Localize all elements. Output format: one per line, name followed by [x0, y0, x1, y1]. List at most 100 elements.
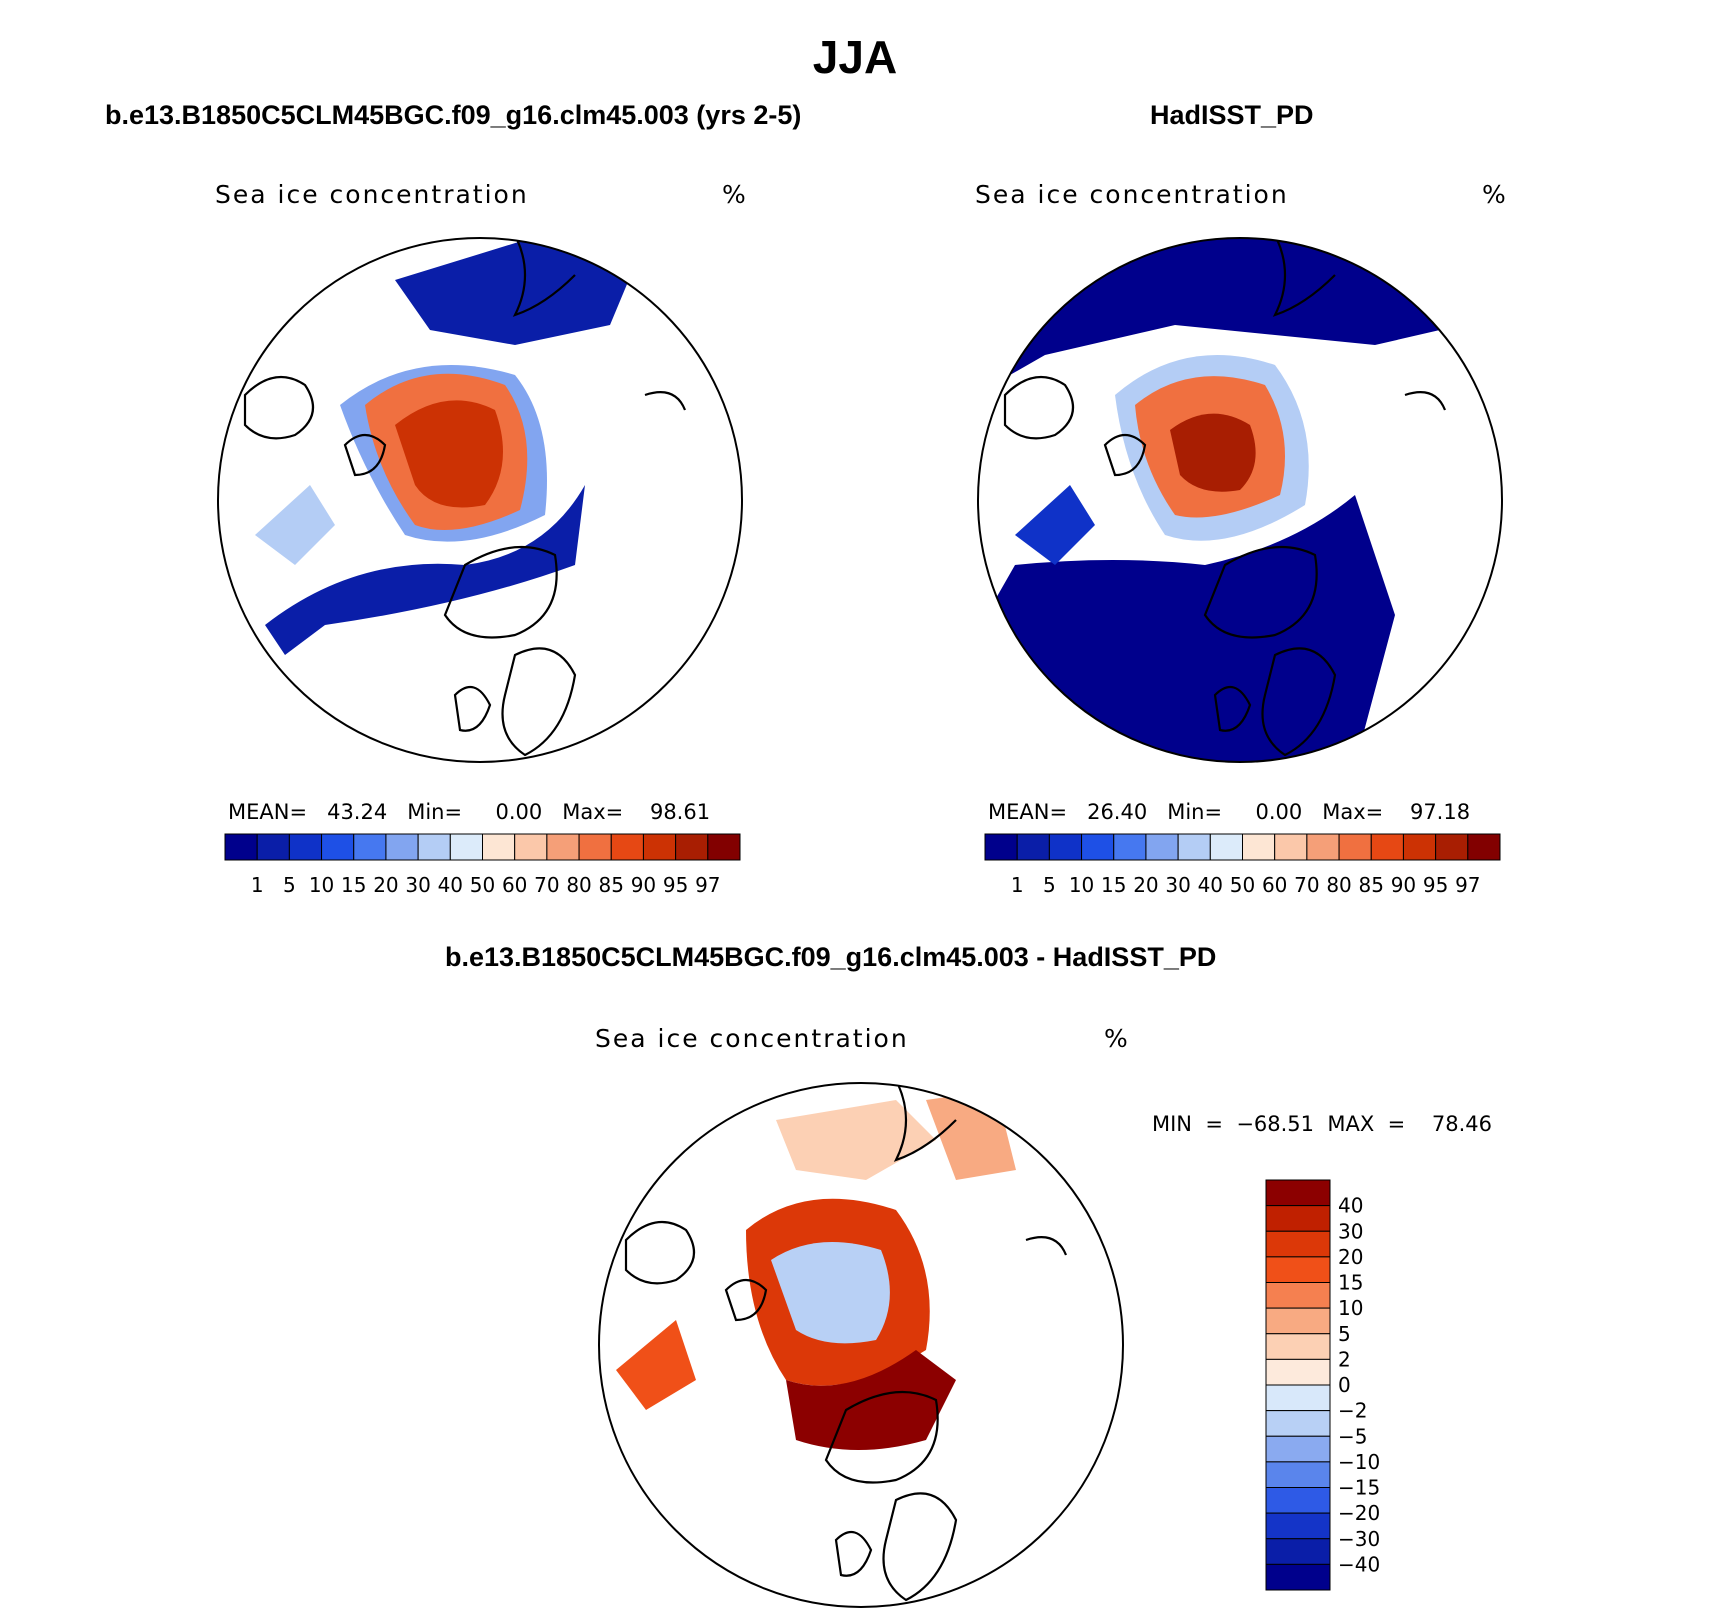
panel1-colorbar-box	[482, 833, 516, 861]
panel1-colorbar-box	[546, 833, 580, 861]
panel2-units-label: %	[1482, 180, 1508, 209]
panel2-map-coastline	[1272, 238, 1336, 317]
panel2-colorbar-tick-label: 70	[1294, 873, 1319, 897]
panel3-colorbar-tick-label: 0	[1338, 1373, 1351, 1397]
panel3-colorbar-tick-label: −40	[1338, 1552, 1380, 1576]
panel3-colorbar-box	[1265, 1333, 1331, 1360]
panel2-map-open-ocean-atlantic	[978, 495, 1395, 762]
panel3-colorbar-box	[1265, 1179, 1331, 1207]
panel2-map-coastline	[1103, 433, 1147, 477]
panel2-colorbar-tick-label: 10	[1069, 873, 1094, 897]
panel3-map-coastline	[834, 1530, 873, 1577]
panel2-colorbar-box	[1370, 833, 1404, 861]
panel3-colorbar-tick-label: 40	[1338, 1194, 1363, 1218]
panel3-units-label: %	[1104, 1024, 1130, 1053]
panel2-colorbar-box	[1209, 833, 1243, 861]
panel1-colorbar: 1 5 10 15 20 30 40 50 60 70 80 85 90 95 97	[224, 833, 741, 897]
panel1-colorbar-box	[675, 833, 709, 861]
panel3-colorbar-tick-label: −5	[1338, 1424, 1367, 1448]
panel2-colorbar-tick-label: 95	[1423, 873, 1448, 897]
panel3-colorbar-tick-label: 20	[1338, 1245, 1363, 1269]
panel1-colorbar-box	[642, 833, 677, 861]
panel2-colorbar-tick-label: 50	[1230, 873, 1255, 897]
panel3-colorbar-tick-label: −10	[1338, 1450, 1380, 1474]
panel2-colorbar-box	[1242, 833, 1276, 861]
panel2-colorbar-box	[1435, 833, 1469, 861]
panel2-colorbar-tick-label: 15	[1101, 873, 1126, 897]
panel3-colorbar-box	[1265, 1512, 1331, 1540]
panel1-colorbar-tick-label: 80	[566, 873, 591, 897]
panel2-colorbar-tick-label: 85	[1359, 873, 1384, 897]
panel2-colorbar: 1 5 10 15 20 30 40 50 60 70 80 85 90 95 97	[984, 833, 1501, 897]
panel1-colorbar-tick-label: 40	[438, 873, 463, 897]
panel3-map-coastline	[824, 1390, 939, 1484]
panel1-colorbar-tick-label: 60	[502, 873, 527, 897]
panel2-colorbar-box	[1467, 833, 1501, 861]
panel2-map-ice-core	[1170, 413, 1256, 492]
panel1-map-map-border	[217, 237, 743, 763]
panel3-map-coastline	[624, 1220, 696, 1285]
panel3-colorbar-tick-label: 10	[1338, 1296, 1363, 1320]
panel3-map-coastline	[893, 1083, 957, 1162]
panel1-colorbar-tick-label: 20	[373, 873, 398, 897]
panel3-colorbar-tick-label: 5	[1338, 1322, 1351, 1346]
panel3-colorbar-tick-label: −20	[1338, 1501, 1380, 1525]
panel1-colorbar-tick-label: 70	[534, 873, 559, 897]
panel3-colorbar-box	[1265, 1307, 1331, 1335]
panel2-stats: MEAN= 26.40 Min= 0.00 Max= 97.18	[988, 800, 1471, 824]
panel2-colorbar-box	[1113, 833, 1147, 861]
panel3-polar-map	[598, 1082, 1124, 1608]
panel1-colorbar-tick-label: 15	[341, 873, 366, 897]
panel3-colorbar-tick-label: 15	[1338, 1271, 1363, 1295]
panel2-colorbar-tick-label: 20	[1133, 873, 1158, 897]
panel1-map-coastline	[501, 647, 577, 757]
panel1-stats: MEAN= 43.24 Min= 0.00 Max= 98.61	[228, 800, 711, 824]
panel1-colorbar-box	[224, 833, 258, 861]
panel2-colorbar-tick-label: 30	[1165, 873, 1190, 897]
panel2-polar-map	[977, 237, 1503, 763]
panel3-colorbar-tick-label: 30	[1338, 1219, 1363, 1243]
panel1-colorbar-tick-label: 50	[470, 873, 495, 897]
panel1-colorbar-box	[321, 833, 355, 861]
panel3-colorbar-box	[1265, 1563, 1331, 1591]
panel3-map-central-loss	[771, 1242, 890, 1344]
panel1-colorbar-tick-label: 10	[309, 873, 334, 897]
panel1-colorbar-box	[417, 833, 451, 861]
panel2-colorbar-tick-label: 60	[1262, 873, 1287, 897]
panel1-colorbar-tick-label: 5	[283, 873, 296, 897]
panel2-colorbar-box	[1145, 833, 1179, 861]
panel2-variable-label: Sea ice concentration	[975, 180, 1289, 209]
panel3-colorbar-box	[1265, 1230, 1331, 1258]
panel3-map-coastline	[882, 1492, 958, 1602]
panel2-colorbar-box	[1081, 833, 1115, 861]
panel3-colorbar-box	[1265, 1384, 1331, 1412]
panel1-colorbar-tick-label: 1	[251, 873, 264, 897]
panel2-colorbar-tick-label: 5	[1043, 873, 1056, 897]
panel1-colorbar-box	[353, 833, 387, 861]
panel1-colorbar-box	[707, 833, 741, 861]
panel3-colorbar-tick-label: −30	[1338, 1527, 1380, 1551]
panel2-colorbar-box	[1338, 833, 1372, 861]
panel2-map-coastline	[1213, 685, 1252, 732]
panel1-map-hudson-bay-ice	[255, 485, 335, 565]
panel2-colorbar-tick-label: 1	[1011, 873, 1024, 897]
panel3-stats: MIN = −68.51 MAX = 78.46	[1152, 1112, 1493, 1136]
panel1-map-coastline	[512, 238, 576, 317]
panel3-colorbar-box	[1265, 1538, 1331, 1565]
panel2-colorbar-box	[1016, 833, 1050, 861]
panel1-map-pacific-ice-edge	[395, 240, 635, 345]
panel2-colorbar-tick-label: 40	[1198, 873, 1223, 897]
panel1-colorbar-box	[449, 833, 483, 861]
panel3-colorbar-box	[1265, 1256, 1331, 1283]
panel3-variable-label: Sea ice concentration	[595, 1024, 909, 1053]
panel1-map-coastline	[243, 375, 315, 440]
panel1-map-coastline	[443, 545, 558, 639]
panel2-map-hudson-bay-ice	[1015, 485, 1095, 565]
panel2-map-coastline	[1404, 391, 1447, 411]
panel1-colorbar-box	[514, 833, 548, 861]
panel2-colorbar-box	[1048, 833, 1083, 861]
panel2-colorbar-box	[1177, 833, 1211, 861]
panel1-colorbar-box	[610, 833, 644, 861]
panel1-title: b.e13.B1850C5CLM45BGC.f09_g16.clm45.003 …	[105, 100, 802, 130]
